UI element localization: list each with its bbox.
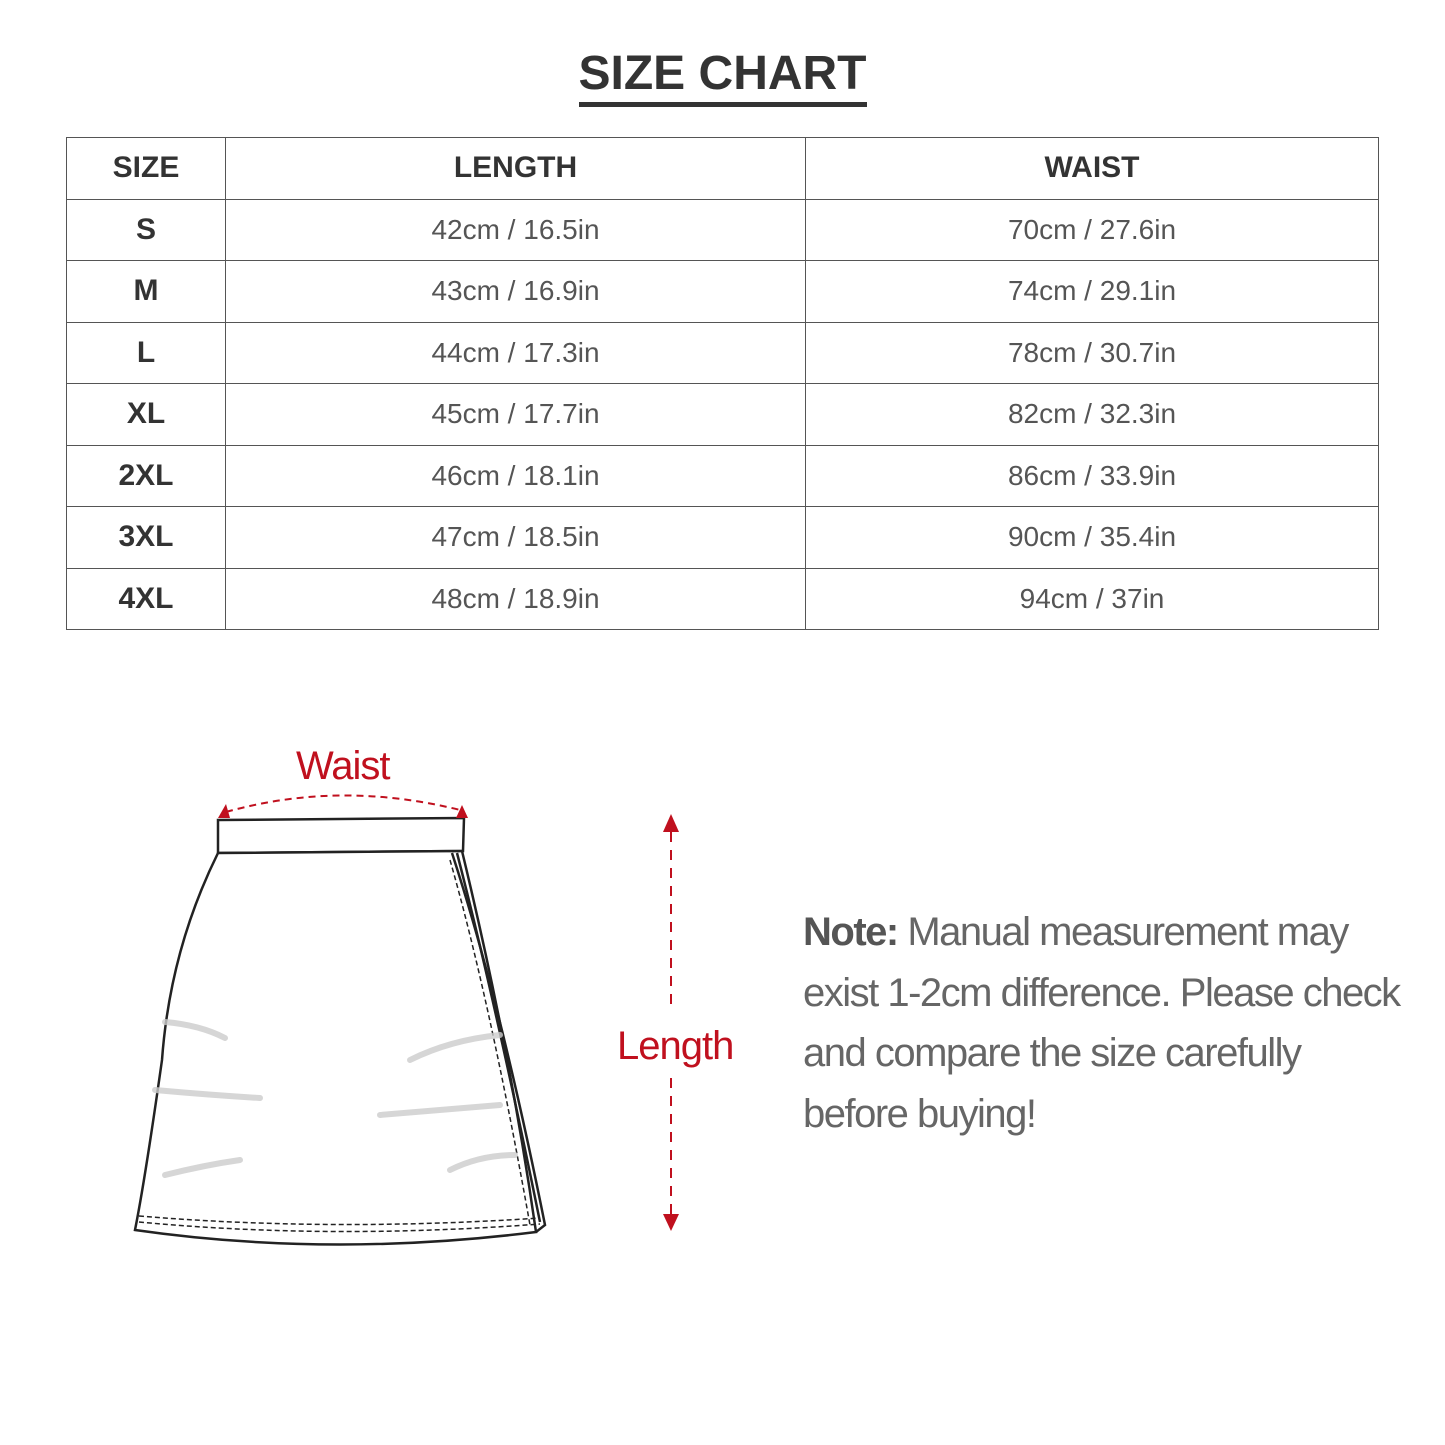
page-title: SIZE CHART: [0, 46, 1445, 107]
size-cell: XL: [66, 383, 226, 446]
header-size: SIZE: [66, 137, 226, 200]
fabric-wrinkles: [152, 1019, 518, 1178]
size-table: SIZE LENGTH WAIST S 42cm / 16.5in 70cm / 2…: [66, 137, 1379, 630]
length-cell: 46cm / 18.1in: [225, 444, 806, 507]
length-cell: 45cm / 17.7in: [225, 383, 806, 446]
table-row: L 44cm / 17.3in 78cm / 30.7in: [66, 321, 1379, 384]
size-cell: 2XL: [66, 444, 226, 507]
length-label: Length: [617, 1024, 734, 1068]
note-label: Note:: [803, 910, 899, 954]
waist-measure-arrow: [218, 794, 468, 818]
table-row: 4XL 48cm / 18.9in 94cm / 37in: [66, 567, 1379, 630]
length-measure-arrow: [663, 814, 679, 1231]
length-cell: 42cm / 16.5in: [225, 198, 806, 261]
size-cell: 4XL: [66, 567, 226, 630]
size-cell: L: [66, 321, 226, 384]
waist-label: Waist: [296, 744, 391, 788]
note-text: Manual measurement may exist 1-2cm diffe…: [803, 910, 1401, 1136]
size-cell: 3XL: [66, 506, 226, 569]
waist-cell: 70cm / 27.6in: [805, 198, 1379, 261]
table-row: 2XL 46cm / 18.1in 86cm / 33.9in: [66, 444, 1379, 507]
table-row: S 42cm / 16.5in 70cm / 27.6in: [66, 198, 1379, 261]
waist-cell: 94cm / 37in: [805, 567, 1379, 630]
waist-cell: 90cm / 35.4in: [805, 506, 1379, 569]
table-row: M 43cm / 16.9in 74cm / 29.1in: [66, 260, 1379, 323]
header-length: LENGTH: [225, 137, 806, 200]
table-header-row: SIZE LENGTH WAIST: [66, 137, 1379, 200]
waist-cell: 86cm / 33.9in: [805, 444, 1379, 507]
waist-cell: 74cm / 29.1in: [805, 260, 1379, 323]
table-row: XL 45cm / 17.7in 82cm / 32.3in: [66, 383, 1379, 446]
waist-cell: 82cm / 32.3in: [805, 383, 1379, 446]
header-waist: WAIST: [805, 137, 1379, 200]
measurement-note: Note: Manual measurement may exist 1-2cm…: [803, 902, 1403, 1144]
waist-cell: 78cm / 30.7in: [805, 321, 1379, 384]
length-cell: 48cm / 18.9in: [225, 567, 806, 630]
skirt-illustration: [133, 816, 547, 1246]
length-cell: 43cm / 16.9in: [225, 260, 806, 323]
